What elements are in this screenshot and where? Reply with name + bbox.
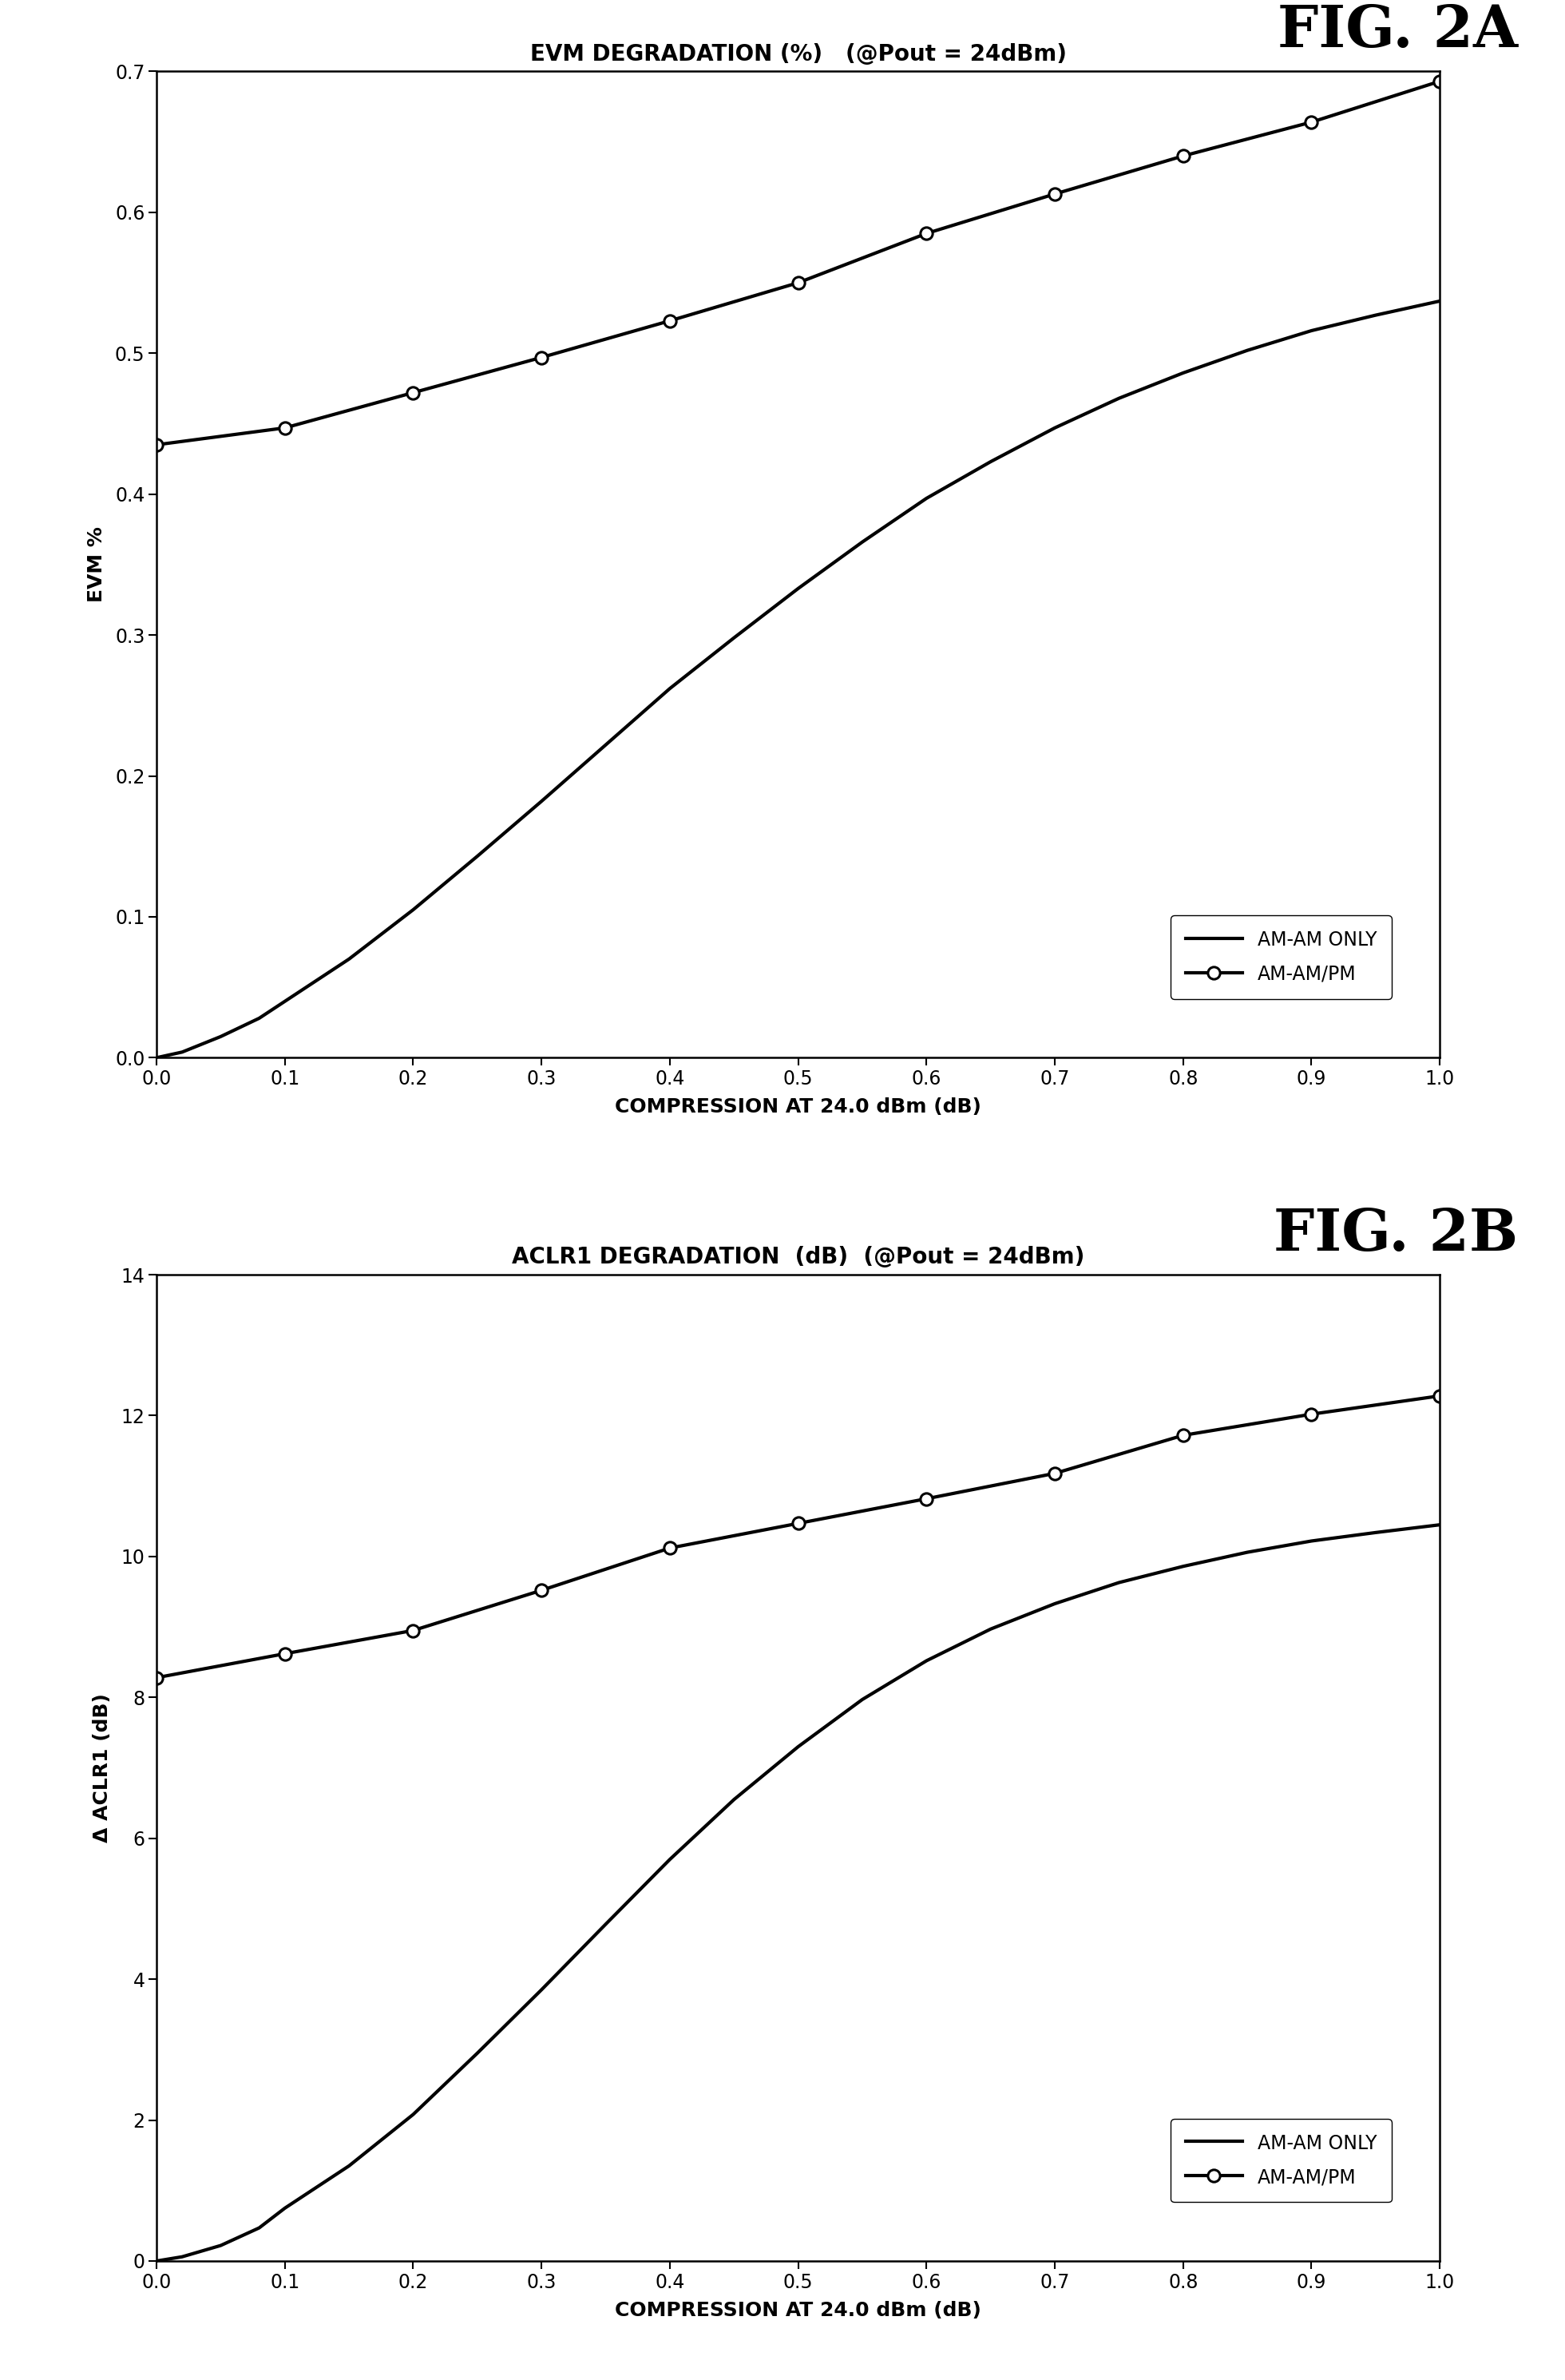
Text: FIG. 2B: FIG. 2B [1274,1207,1518,1264]
Title: EVM DEGRADATION (%)   (@Pout = 24dBm): EVM DEGRADATION (%) (@Pout = 24dBm) [531,43,1066,64]
Title: ACLR1 DEGRADATION  (dB)  (@Pout = 24dBm): ACLR1 DEGRADATION (dB) (@Pout = 24dBm) [512,1247,1085,1269]
Text: FIG. 2A: FIG. 2A [1277,2,1518,60]
Y-axis label: Δ ACLR1 (dB): Δ ACLR1 (dB) [92,1692,113,1842]
Legend: AM-AM ONLY, AM-AM/PM: AM-AM ONLY, AM-AM/PM [1171,2118,1391,2202]
Y-axis label: EVM %: EVM % [86,526,106,602]
Legend: AM-AM ONLY, AM-AM/PM: AM-AM ONLY, AM-AM/PM [1171,916,1391,1000]
X-axis label: COMPRESSION AT 24.0 dBm (dB): COMPRESSION AT 24.0 dBm (dB) [615,1097,981,1116]
X-axis label: COMPRESSION AT 24.0 dBm (dB): COMPRESSION AT 24.0 dBm (dB) [615,2301,981,2320]
